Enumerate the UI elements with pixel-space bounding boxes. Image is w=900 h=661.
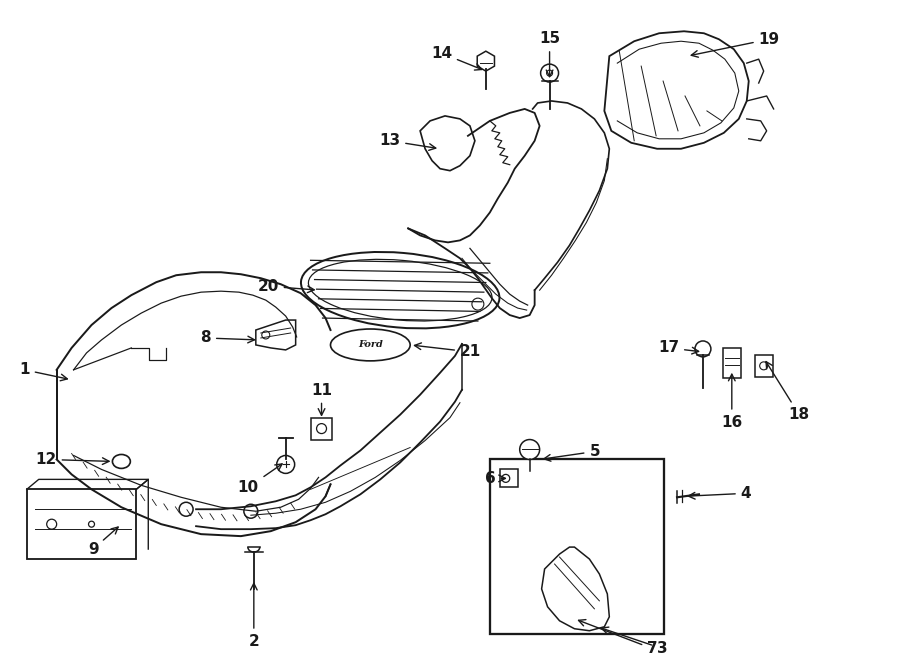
Text: 8: 8: [201, 330, 255, 346]
Text: 19: 19: [691, 32, 779, 58]
Text: 7: 7: [579, 619, 658, 656]
Bar: [310, 418, 332, 440]
Text: 12: 12: [35, 452, 109, 467]
Text: 20: 20: [257, 279, 314, 293]
Polygon shape: [420, 116, 475, 171]
Polygon shape: [542, 547, 609, 631]
Text: 3: 3: [601, 627, 668, 656]
Text: 2: 2: [248, 583, 259, 648]
Circle shape: [541, 64, 559, 82]
Polygon shape: [604, 31, 749, 149]
Text: 4: 4: [688, 486, 752, 501]
Circle shape: [695, 341, 711, 357]
Polygon shape: [500, 469, 518, 487]
Text: 21: 21: [415, 343, 482, 360]
Text: 6: 6: [485, 471, 506, 486]
Text: 1: 1: [19, 362, 68, 381]
Polygon shape: [256, 320, 296, 350]
Text: 13: 13: [379, 134, 436, 150]
Bar: [27, 489, 136, 559]
Text: 14: 14: [431, 46, 482, 70]
Ellipse shape: [330, 329, 410, 361]
Text: 16: 16: [721, 374, 742, 430]
Circle shape: [276, 455, 294, 473]
Text: 17: 17: [658, 340, 698, 356]
Text: 11: 11: [311, 383, 332, 415]
Text: 15: 15: [539, 31, 560, 77]
Circle shape: [519, 440, 540, 459]
Bar: [490, 459, 664, 634]
Text: Ford: Ford: [358, 340, 382, 350]
Text: 5: 5: [544, 444, 600, 461]
Text: 10: 10: [238, 464, 282, 495]
Ellipse shape: [301, 252, 500, 329]
Text: 9: 9: [88, 527, 118, 557]
Text: 18: 18: [766, 362, 810, 422]
Bar: [723, 348, 741, 378]
Bar: [755, 355, 772, 377]
